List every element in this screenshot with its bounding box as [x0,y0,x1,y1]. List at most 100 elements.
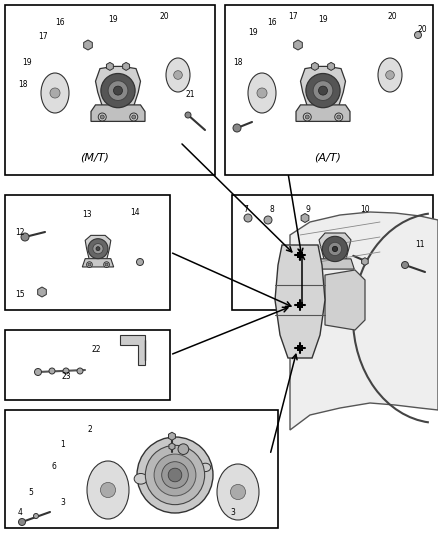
Text: 5: 5 [28,488,33,497]
Text: 20: 20 [388,12,398,21]
Text: 12: 12 [15,228,25,237]
Circle shape [178,444,189,455]
Text: 13: 13 [82,210,92,219]
Text: 3: 3 [60,498,65,507]
Circle shape [96,247,100,251]
Circle shape [244,214,252,222]
Polygon shape [301,214,309,222]
Polygon shape [82,259,114,267]
Ellipse shape [217,464,259,520]
Polygon shape [316,259,354,269]
Polygon shape [275,245,325,358]
Text: 18: 18 [233,58,243,67]
Circle shape [93,244,103,254]
Polygon shape [120,335,145,365]
Circle shape [230,484,246,499]
Bar [225,5,433,175]
Text: 23: 23 [62,372,72,381]
Circle shape [137,437,213,513]
Text: 7: 7 [243,205,248,214]
Text: 2: 2 [88,425,93,434]
Circle shape [168,468,182,482]
Polygon shape [38,287,46,297]
Circle shape [185,112,191,118]
Circle shape [108,80,128,101]
Circle shape [137,259,144,265]
Circle shape [174,71,182,79]
Circle shape [100,482,116,498]
Bar [297,345,303,351]
Bar [5,410,278,528]
Circle shape [303,113,311,121]
Polygon shape [325,270,365,330]
Circle shape [233,124,241,132]
Text: 19: 19 [248,28,258,37]
Polygon shape [293,40,302,50]
Circle shape [104,262,110,268]
Bar [5,195,170,310]
Circle shape [132,115,136,119]
Text: 16: 16 [267,18,277,27]
Text: 3: 3 [230,508,235,517]
Text: 8: 8 [270,205,275,214]
Text: 22: 22 [92,345,102,354]
Text: 21: 21 [185,90,194,99]
Ellipse shape [378,58,402,92]
Text: 16: 16 [55,18,65,27]
Circle shape [21,233,29,241]
Polygon shape [328,62,335,70]
Text: 10: 10 [360,205,370,214]
Circle shape [386,71,394,79]
Text: 15: 15 [15,290,25,299]
Circle shape [105,263,108,266]
Polygon shape [300,67,346,114]
Polygon shape [169,443,175,450]
Circle shape [63,368,69,374]
Text: 14: 14 [130,208,140,217]
Ellipse shape [248,73,276,113]
Text: 19: 19 [22,58,32,67]
Text: 9: 9 [305,205,310,214]
Circle shape [145,446,205,505]
Circle shape [306,74,340,108]
Text: 1: 1 [60,440,65,449]
Polygon shape [84,40,92,50]
Polygon shape [290,212,438,430]
Bar [297,252,303,258]
Circle shape [130,113,138,121]
Text: 4: 4 [18,508,23,517]
Circle shape [257,88,267,98]
Ellipse shape [41,73,69,113]
Circle shape [50,88,60,98]
Circle shape [264,216,272,224]
Circle shape [328,243,342,256]
Circle shape [414,31,421,38]
Circle shape [305,115,309,119]
Polygon shape [319,233,351,260]
Text: 19: 19 [108,15,118,24]
Polygon shape [123,62,130,70]
Circle shape [162,462,188,488]
Text: (A/T): (A/T) [314,152,342,162]
Text: 18: 18 [18,80,28,89]
Bar [297,302,303,308]
Bar [5,5,215,175]
Polygon shape [85,236,111,260]
Polygon shape [91,105,145,122]
Polygon shape [95,67,141,114]
Ellipse shape [166,58,190,92]
Text: 11: 11 [415,240,424,249]
Polygon shape [106,62,113,70]
Circle shape [318,86,328,95]
Circle shape [335,113,343,121]
Bar [5,330,170,400]
Circle shape [322,236,348,262]
Circle shape [77,368,83,374]
Bar [232,195,433,310]
Text: 6: 6 [52,462,57,471]
Ellipse shape [134,473,148,484]
Circle shape [88,263,91,266]
Circle shape [98,113,106,121]
Polygon shape [311,62,318,70]
Circle shape [113,86,123,95]
